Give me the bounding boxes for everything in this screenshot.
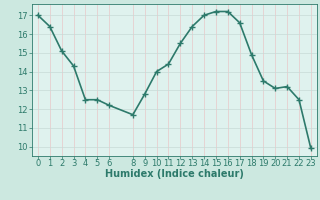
X-axis label: Humidex (Indice chaleur): Humidex (Indice chaleur) xyxy=(105,169,244,179)
